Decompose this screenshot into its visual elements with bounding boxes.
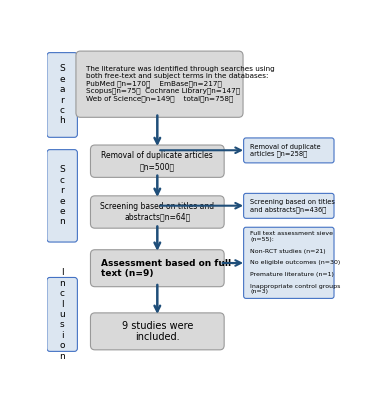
Text: The literature was identified through searches using
both free-text and subject : The literature was identified through se… — [86, 66, 275, 102]
Text: Screening based on titles
and abstracts（n=436）: Screening based on titles and abstracts（… — [251, 199, 335, 213]
FancyBboxPatch shape — [90, 196, 224, 228]
Text: Screening based on titles and
abstracts（n=64）: Screening based on titles and abstracts（… — [100, 202, 214, 222]
Text: Removal of duplicate
articles （n=258）: Removal of duplicate articles （n=258） — [251, 144, 321, 157]
FancyBboxPatch shape — [90, 145, 224, 177]
FancyBboxPatch shape — [90, 250, 224, 287]
Text: Assessment based on full-
text (n=9): Assessment based on full- text (n=9) — [100, 258, 234, 278]
FancyBboxPatch shape — [76, 51, 243, 117]
FancyBboxPatch shape — [244, 193, 334, 218]
FancyBboxPatch shape — [244, 227, 334, 298]
Text: Full text assessment sieve
(n=55):

Non-RCT studies (n=21)

No eligible outcomes: Full text assessment sieve (n=55): Non-R… — [251, 231, 340, 294]
FancyBboxPatch shape — [47, 150, 77, 242]
Text: I
n
c
l
u
s
i
o
n: I n c l u s i o n — [59, 268, 65, 360]
Text: 9 studies were
included.: 9 studies were included. — [122, 320, 193, 342]
Text: S
e
a
r
c
h: S e a r c h — [59, 64, 65, 126]
FancyBboxPatch shape — [90, 313, 224, 350]
Text: S
c
r
e
e
n: S c r e e n — [59, 165, 65, 226]
FancyBboxPatch shape — [47, 53, 77, 137]
Text: Removal of duplicate articles
（n=500）: Removal of duplicate articles （n=500） — [101, 152, 213, 171]
FancyBboxPatch shape — [47, 278, 77, 351]
FancyBboxPatch shape — [244, 138, 334, 163]
